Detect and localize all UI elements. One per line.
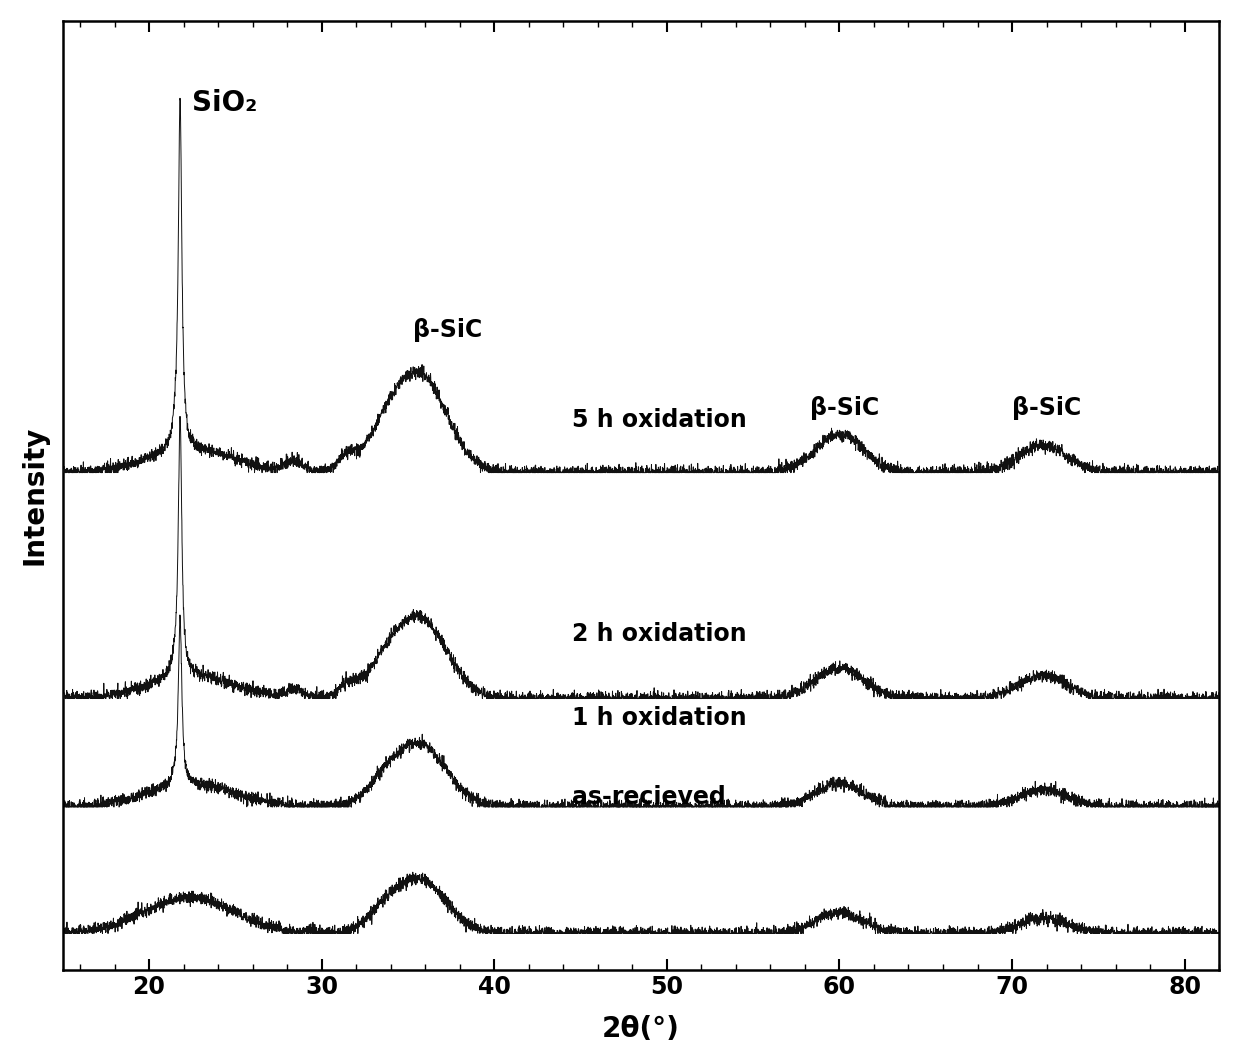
Text: β-SiC: β-SiC — [1012, 396, 1081, 420]
Text: 5 h oxidation: 5 h oxidation — [572, 408, 746, 432]
Text: as-recieved: as-recieved — [572, 785, 725, 809]
X-axis label: 2θ(°): 2θ(°) — [601, 1015, 680, 1043]
Y-axis label: Intensity: Intensity — [21, 426, 48, 565]
Text: β-SiC: β-SiC — [413, 318, 482, 342]
Text: β-SiC: β-SiC — [810, 396, 879, 420]
Text: SiO₂: SiO₂ — [192, 88, 258, 117]
Text: 1 h oxidation: 1 h oxidation — [572, 706, 746, 730]
Text: 2 h oxidation: 2 h oxidation — [572, 622, 746, 646]
